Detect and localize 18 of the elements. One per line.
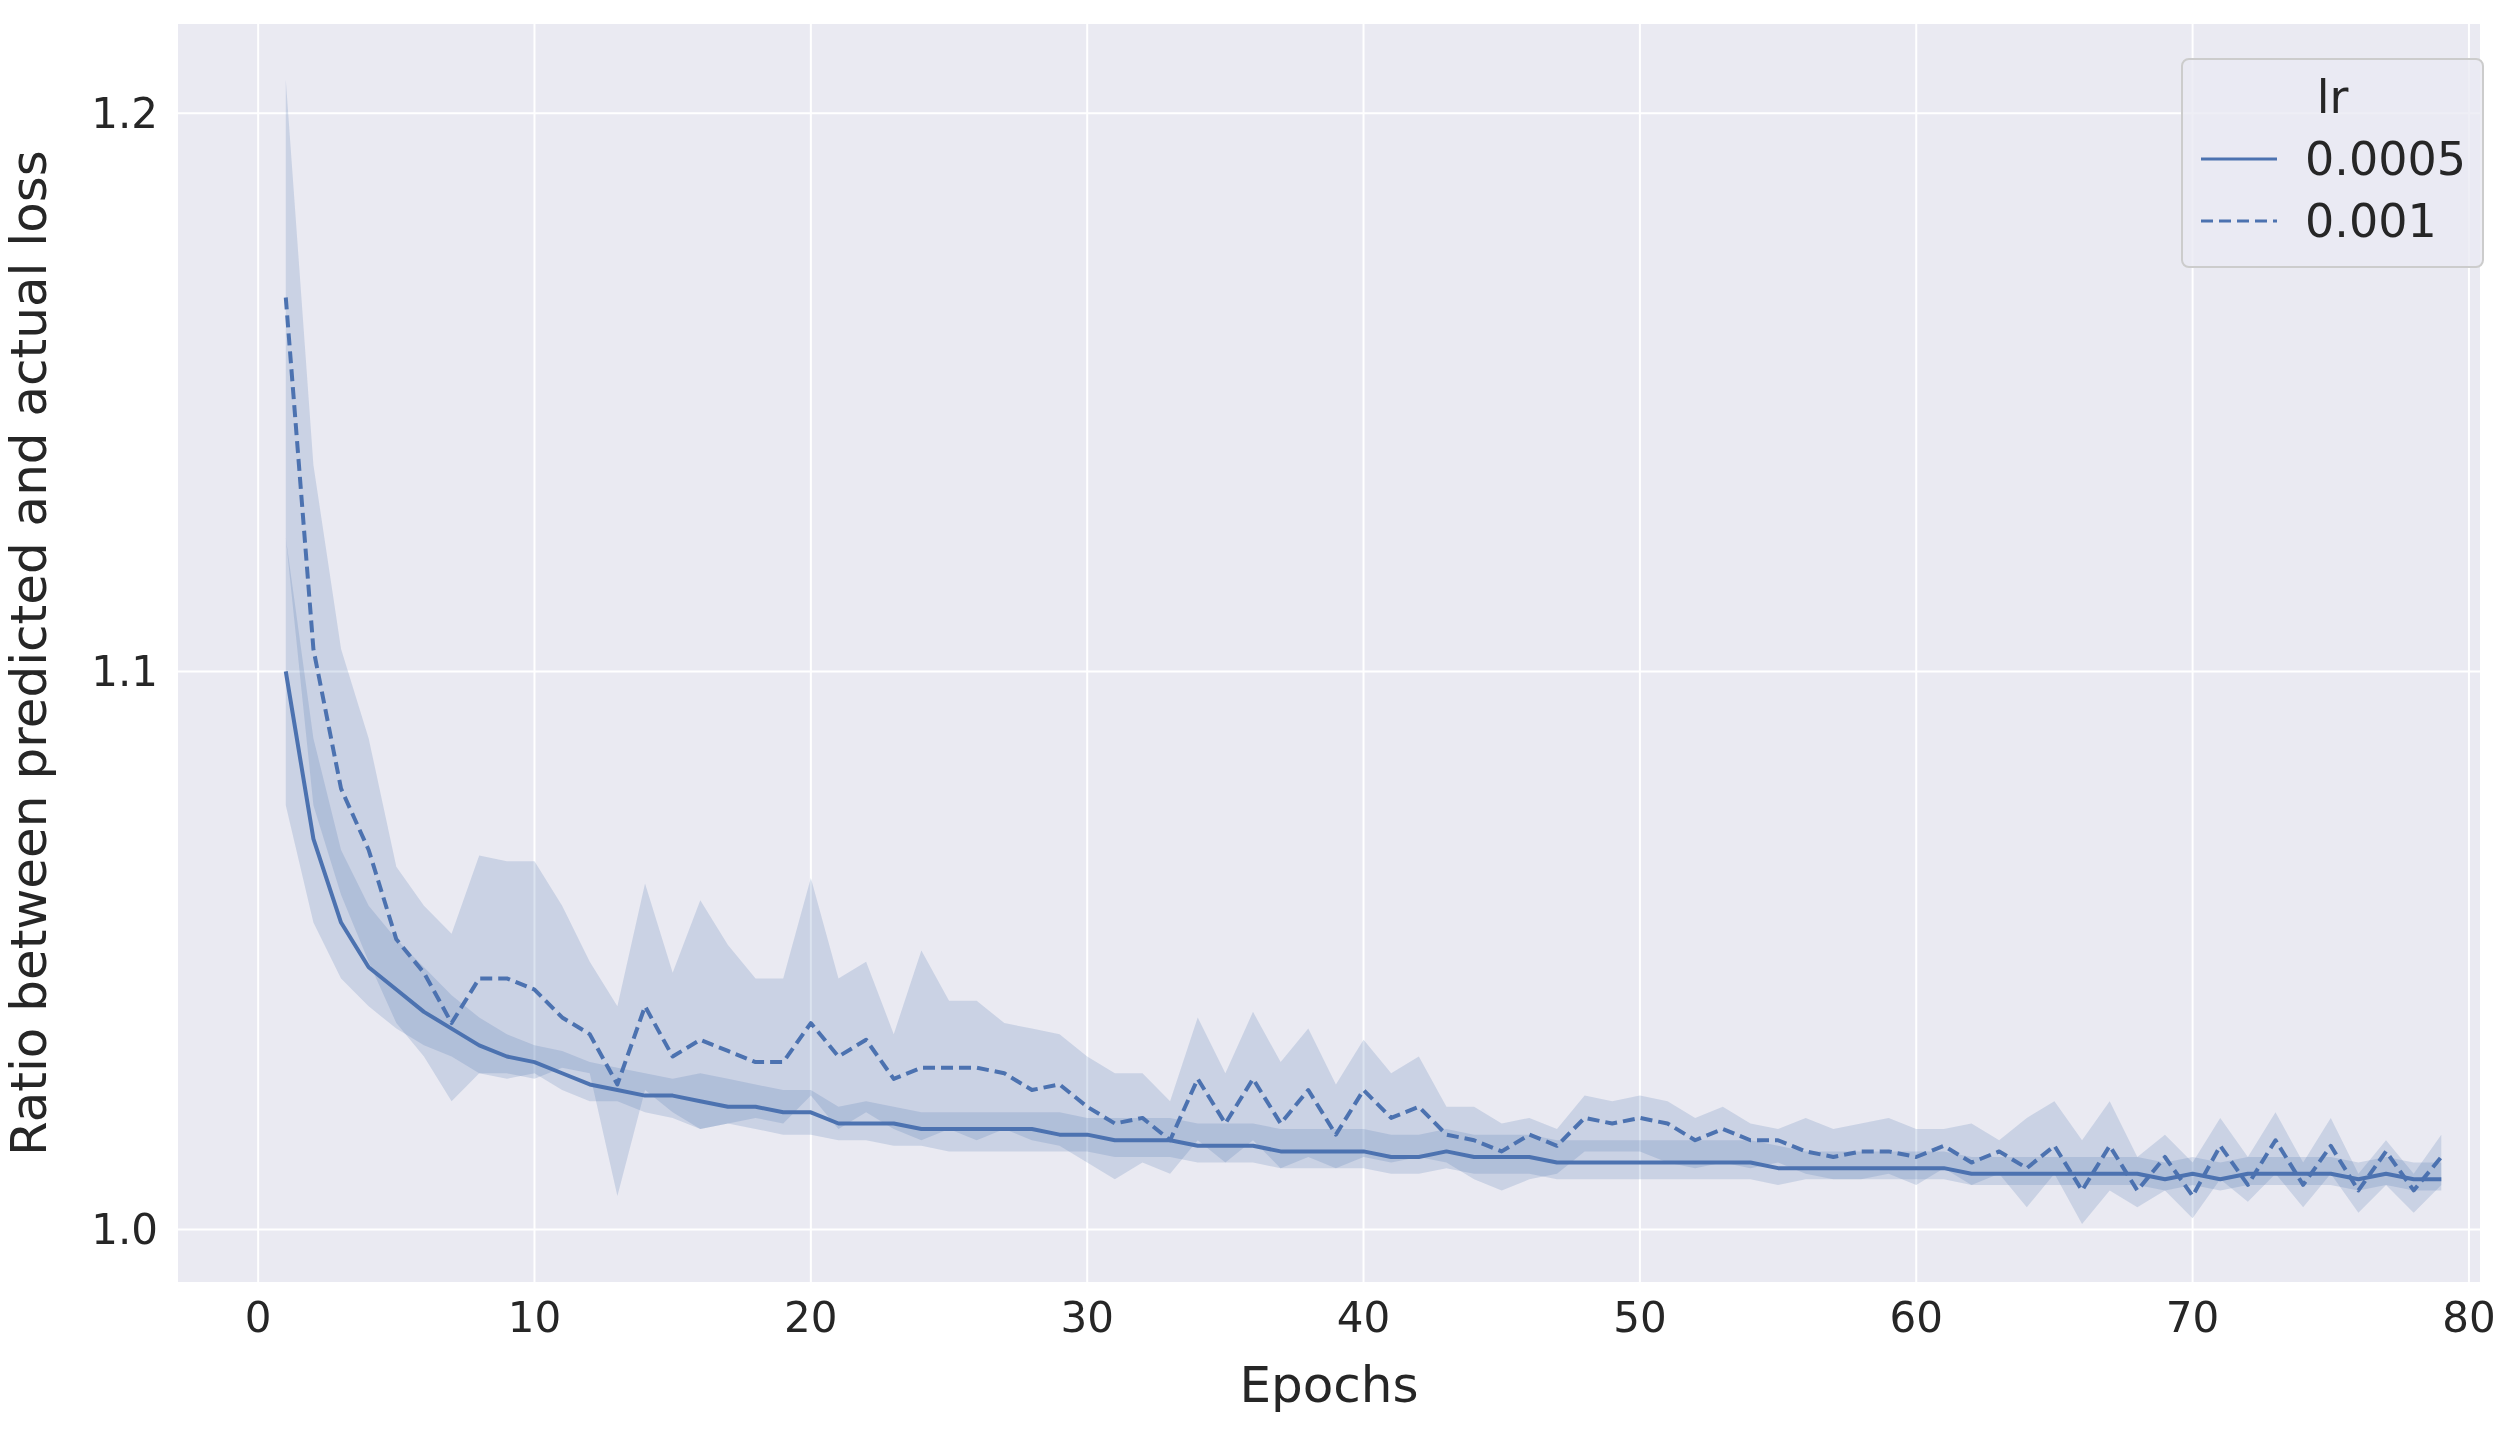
- legend-label: 0.001: [2305, 194, 2437, 248]
- x-axis-title: Epochs: [1239, 1356, 1419, 1414]
- y-tick-label: 1.0: [91, 1205, 158, 1255]
- legend-label: 0.0005: [2305, 132, 2466, 186]
- line-series: [283, 295, 2444, 1199]
- x-tick-label: 70: [2165, 1292, 2220, 1342]
- x-tick-label: 20: [784, 1292, 838, 1342]
- y-tick-label: 1.2: [91, 89, 158, 139]
- y-axis-title: Ratio between predicted and actual loss: [0, 150, 58, 1156]
- y-tick-label: 1.1: [91, 647, 158, 697]
- legend-title: lr: [2315, 70, 2350, 124]
- x-tick-label: 10: [507, 1292, 562, 1342]
- x-tick-label: 50: [1613, 1292, 1667, 1342]
- x-tick-label: 60: [1889, 1292, 1943, 1342]
- x-tick-label: 0: [244, 1292, 272, 1342]
- x-tick-label: 40: [1336, 1292, 1391, 1342]
- x-tick-label: 30: [1060, 1292, 1114, 1342]
- x-tick-label: 80: [2442, 1292, 2496, 1342]
